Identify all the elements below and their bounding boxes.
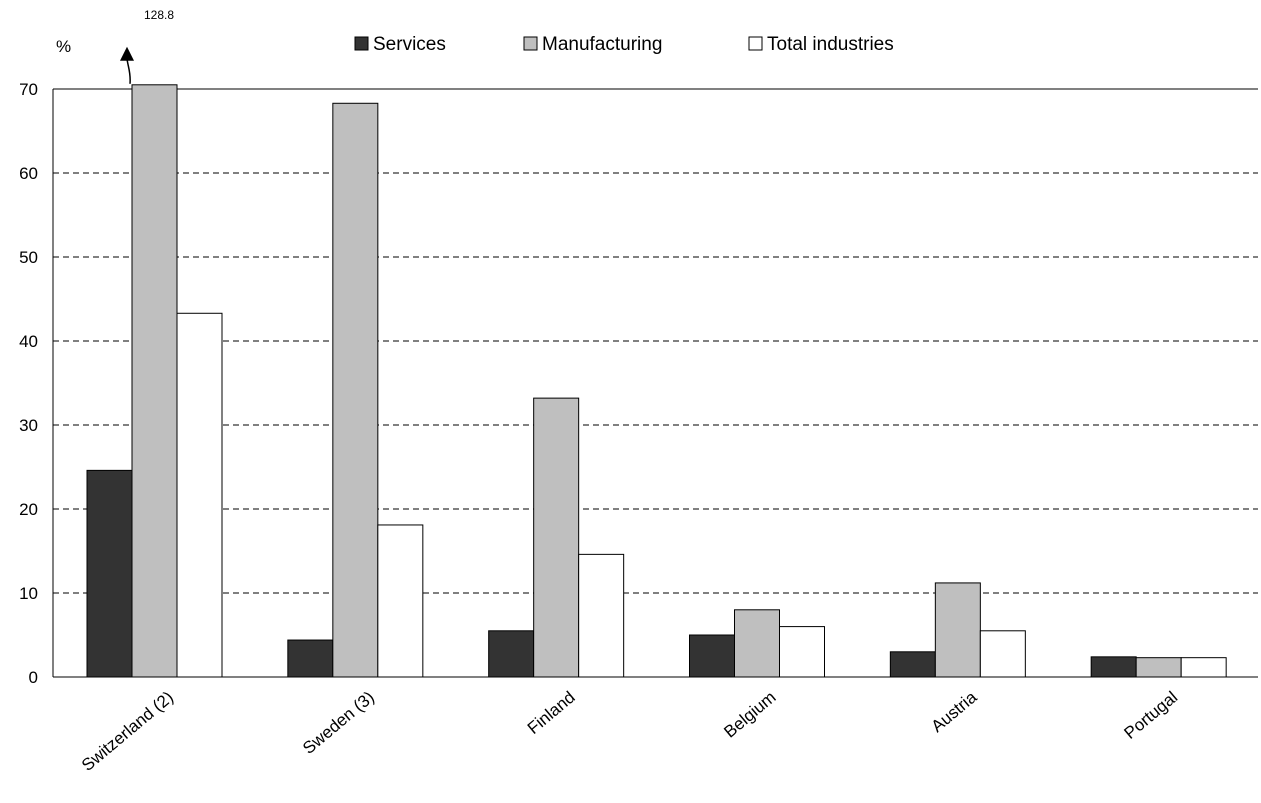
bar-total-industries-1 — [377, 524, 424, 678]
bar-services-4 — [889, 651, 936, 678]
legend-label-services: Services — [373, 34, 446, 55]
bar-services-5 — [1090, 656, 1137, 678]
x-category-label-0: Switzerland (2) — [78, 688, 177, 775]
x-category-label-2: Finland — [524, 688, 579, 738]
legend: Services Manufacturing Total industries — [354, 34, 894, 55]
bar-services-2 — [488, 630, 535, 678]
y-tick-label-50: 50 — [19, 248, 38, 267]
y-unit-label: % — [56, 37, 71, 56]
y-tick-label-0: 0 — [29, 668, 38, 687]
x-category-label-4: Austria — [928, 687, 981, 736]
x-category-label-1: Sweden (3) — [299, 688, 378, 758]
bar-manufacturing-3 — [734, 609, 780, 678]
bar-services-1 — [287, 639, 334, 678]
bar-total-industries-3 — [779, 626, 825, 678]
bar-services-0 — [86, 469, 133, 678]
bar-services-3 — [689, 634, 735, 678]
truncation-arrow-head — [120, 46, 134, 61]
bar-manufacturing-0 — [131, 84, 178, 678]
grid-lines — [53, 88, 1258, 594]
truncation-arrow-line — [126, 58, 131, 84]
legend-swatch-total-industries — [748, 36, 763, 51]
y-tick-label-40: 40 — [19, 332, 38, 351]
truncated-bar-value-label: 128.8 — [144, 8, 174, 22]
bar-manufacturing-5 — [1135, 657, 1182, 678]
y-tick-label-10: 10 — [19, 584, 38, 603]
legend-swatch-services — [354, 36, 369, 51]
legend-label-manufacturing: Manufacturing — [542, 34, 662, 55]
bar-total-industries-0 — [176, 312, 223, 678]
bar-total-industries-2 — [578, 553, 625, 678]
legend-swatch-manufacturing — [523, 36, 538, 51]
bar-total-industries-4 — [979, 630, 1026, 678]
legend-label-total-industries: Total industries — [767, 34, 894, 55]
y-tick-label-70: 70 — [19, 80, 38, 99]
bar-total-industries-5 — [1180, 657, 1227, 678]
bar-manufacturing-4 — [934, 582, 981, 678]
y-tick-label-30: 30 — [19, 416, 38, 435]
x-category-label-3: Belgium — [720, 688, 779, 742]
bar-manufacturing-2 — [533, 397, 580, 678]
y-tick-label-60: 60 — [19, 164, 38, 183]
bars: 128.8 — [86, 8, 1227, 678]
x-category-label-5: Portugal — [1121, 688, 1182, 743]
y-tick-label-20: 20 — [19, 500, 38, 519]
bar-manufacturing-1 — [332, 102, 379, 678]
